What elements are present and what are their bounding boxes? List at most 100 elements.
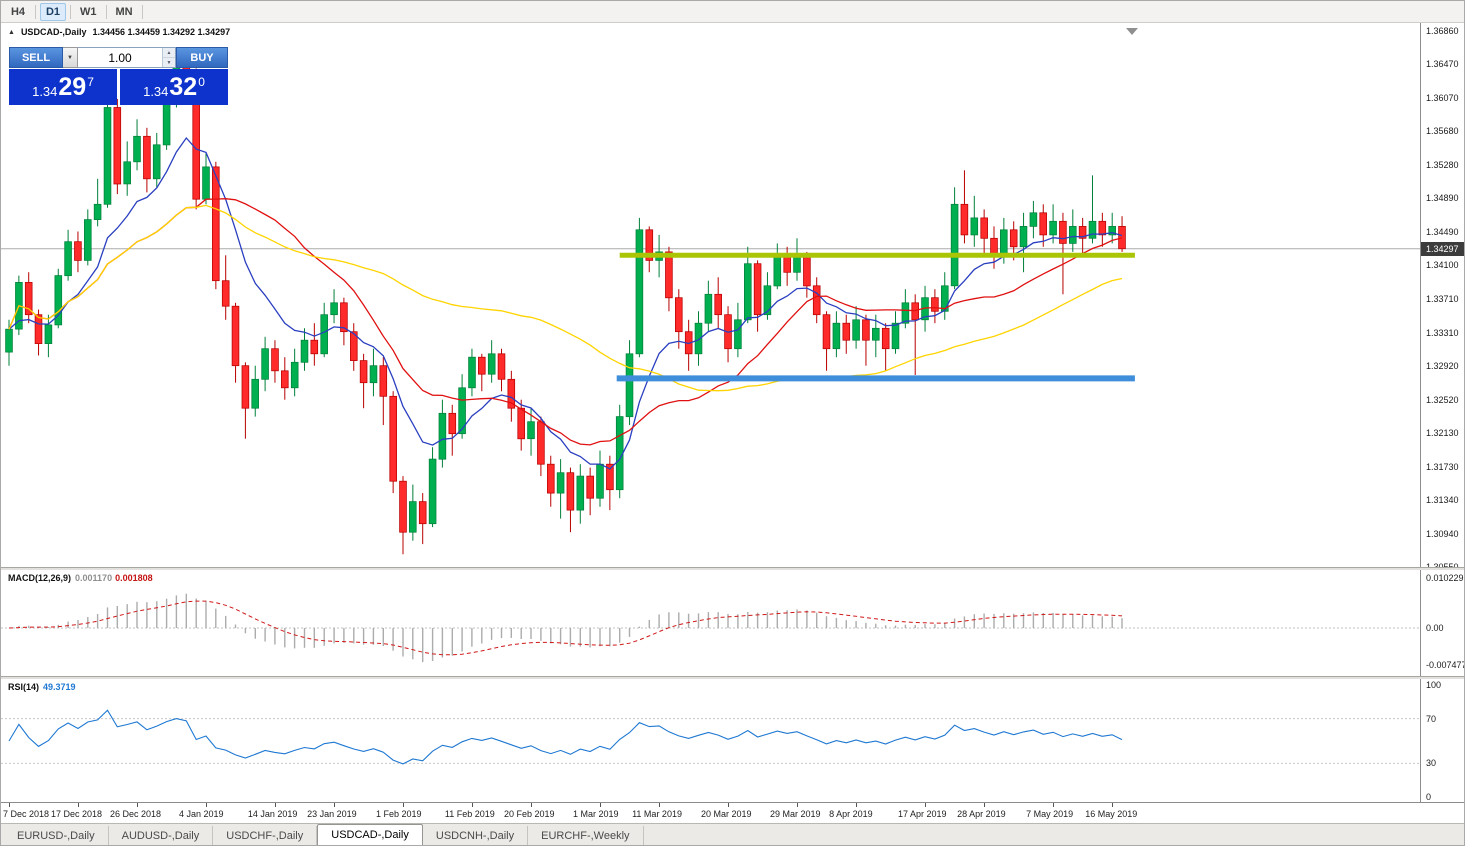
candle-down [1078,226,1087,239]
time-axis-label: 20 Mar 2019 [701,809,752,819]
candle-up [832,322,841,350]
timeframe-button-h4[interactable]: H4 [10,5,26,18]
macd-name: MACD(12,26,9) [8,573,72,583]
candle-down [714,293,722,316]
candle-up [44,324,53,344]
macd-signal-value: 0.001808 [115,573,153,583]
candle-up [527,421,535,440]
candle-up [704,293,713,324]
price-chart-canvas[interactable] [1,23,1420,567]
candle-down [862,319,870,341]
volume-spinner: ▲ ▼ [162,48,175,67]
candle-down [990,237,998,256]
toolbar-separator [141,4,143,19]
time-axis-tick [274,803,276,807]
time-axis-label: 7 May 2019 [1026,809,1074,819]
tab-eurchf-weekly[interactable]: EURCHF-,Weekly [528,826,644,845]
price-scale-label: 1.36470 [1426,59,1459,70]
volume-increase-button[interactable]: ▲ [163,48,175,58]
buy-button[interactable]: BUY [176,47,228,68]
candle-up [1000,229,1008,256]
timeframe-button-w1[interactable]: W1 [80,5,97,18]
trade-panel-controls-row: SELL ▼ ▲ ▼ BUY [9,47,228,68]
chart-title: USDCAD-,Daily [20,27,87,37]
tab-usdchf-daily[interactable]: USDCHF-,Daily [213,826,318,845]
candle-down [359,360,368,384]
volume-decrease-button[interactable]: ▼ [163,58,175,67]
candle-down [113,107,122,185]
candle-up [744,263,752,321]
time-axis-tick [403,803,404,807]
volume-input[interactable] [78,48,175,67]
candle-up [290,361,299,389]
candle-down [389,395,397,482]
time-axis-label: 1 Feb 2019 [376,809,422,819]
candle-down [281,370,289,389]
tab-eurusd-daily[interactable]: EURUSD-,Daily [4,826,109,845]
candle-down [1118,226,1126,250]
time-axis-label: 26 Dec 2018 [110,809,162,819]
chart-tab-bar: EURUSD-,Daily AUDUSD-,Daily USDCHF-,Daily U… [1,823,1464,845]
candle-up [763,285,772,316]
timeframe-button-d1[interactable]: D1 [40,2,66,21]
rsi-line [8,709,1123,765]
candles-layer [5,49,1126,555]
one-click-trading-panel: SELL ▼ ▲ ▼ BUY 1.34 29 7 1.34 32 0 [9,47,228,105]
panel-separator[interactable] [1,676,1464,679]
candle-up [891,322,900,350]
candle-down [812,285,821,316]
spin-up-icon: ▲ [166,49,172,56]
candle-up [320,314,328,355]
candle-up [458,387,466,435]
macd-chart-canvas[interactable] [1,570,1420,676]
tab-usdcnh-daily[interactable]: USDCNH-,Daily [423,826,529,845]
time-axis-tick [797,803,798,807]
candle-up [438,412,447,460]
price-scale-label: 1.31730 [1426,461,1459,472]
candle-down [960,203,969,236]
candle-down [231,305,240,367]
candle-down [74,241,82,261]
candle-down [566,472,575,511]
time-axis-label: 11 Mar 2019 [632,809,682,819]
candle-up [133,135,141,163]
volume-dropdown-button[interactable]: ▼ [63,47,78,68]
candle-down [34,314,43,344]
time-axis-label: 17 Apr 2019 [898,809,947,819]
sell-price-point: 7 [87,74,94,89]
chevron-down-icon: ▼ [67,54,73,61]
panel-separator[interactable] [1,567,1464,570]
candle-up [123,161,131,185]
price-scale-label: 1.34490 [1426,227,1459,238]
price-scale[interactable]: 1.34297 1.36860 1.36470 1.36070 1.35680 1.35… [1420,23,1464,803]
candle-down [606,463,614,491]
candle-down [822,314,831,350]
time-axis-divider [1,802,1464,803]
tab-usdcad-daily[interactable]: USDCAD-,Daily [317,824,423,845]
chart-shift-marker[interactable] [1126,28,1138,35]
timeframe-button-mn[interactable]: MN [115,5,133,18]
time-axis-label: 23 Jan 2019 [307,809,357,819]
time-axis[interactable]: 7 Dec 2018 17 Dec 2018 26 Dec 2018 4 Jan 20… [1,803,1420,823]
candle-down [497,353,506,380]
candle-down [665,251,673,299]
sell-button[interactable]: SELL [9,47,63,68]
candle-up [202,166,210,200]
tab-audusd-daily[interactable]: AUDUSD-,Daily [109,826,214,845]
candle-up [103,107,112,205]
candle-up [556,472,565,494]
candle-down [143,135,151,180]
candle-up [734,319,742,350]
one-click-toggle-icon[interactable]: ▲ [8,28,15,36]
candle-down [537,421,545,465]
candle-down [24,282,33,316]
spin-down-icon: ▼ [166,59,172,66]
buy-price-prefix: 1.34 [143,84,169,99]
candle-up [5,328,13,353]
rsi-chart-canvas[interactable] [1,679,1420,802]
macd-histogram [18,593,1123,663]
time-axis-tick [728,803,729,807]
chart-header: ▲ USDCAD-,Daily 1.34456 1.34459 1.34292 … [8,27,230,37]
price-scale-label: 1.33710 [1426,293,1459,304]
